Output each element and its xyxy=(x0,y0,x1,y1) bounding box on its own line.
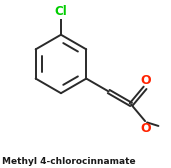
Text: Cl: Cl xyxy=(55,5,67,18)
Text: O: O xyxy=(140,74,151,87)
Text: O: O xyxy=(140,122,151,135)
Text: Methyl 4-chlorocinnamate: Methyl 4-chlorocinnamate xyxy=(2,157,135,166)
